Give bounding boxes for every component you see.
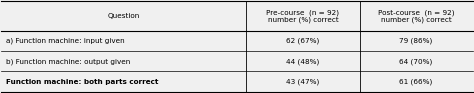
Text: 61 (66%): 61 (66%) — [400, 78, 433, 85]
Text: 62 (67%): 62 (67%) — [286, 38, 319, 44]
Text: 79 (86%): 79 (86%) — [400, 38, 433, 44]
Text: Question: Question — [108, 13, 140, 19]
Text: Pre-course  (n = 92)
number (%) correct: Pre-course (n = 92) number (%) correct — [266, 9, 339, 23]
Text: Function machine: both parts correct: Function machine: both parts correct — [6, 78, 158, 85]
Text: 44 (48%): 44 (48%) — [286, 58, 319, 65]
Text: 64 (70%): 64 (70%) — [400, 58, 433, 65]
Text: a) Function machine: input given: a) Function machine: input given — [6, 38, 125, 44]
Text: b) Function machine: output given: b) Function machine: output given — [6, 58, 130, 65]
Text: 43 (47%): 43 (47%) — [286, 78, 319, 85]
Text: Post-course  (n = 92)
number (%) correct: Post-course (n = 92) number (%) correct — [378, 9, 454, 23]
